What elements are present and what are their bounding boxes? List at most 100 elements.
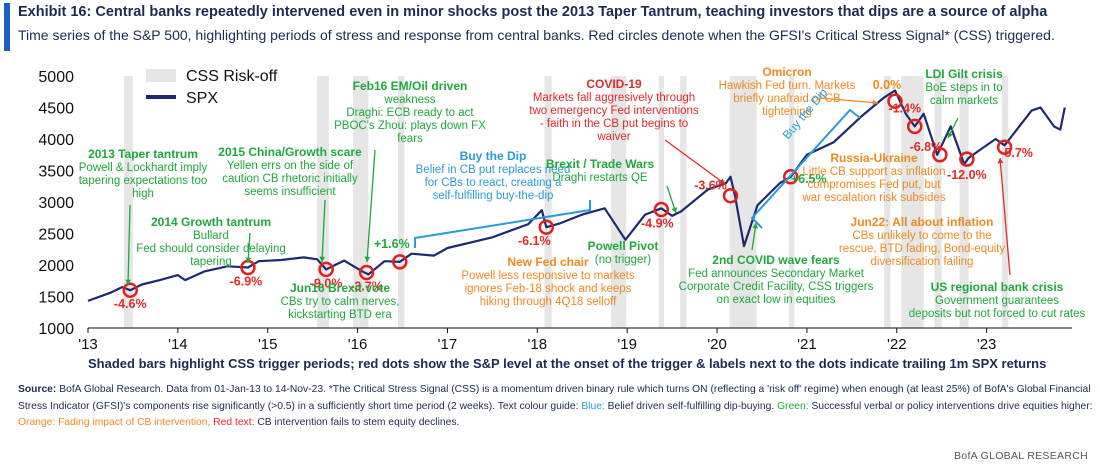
trigger-return-label: -3.7%	[350, 280, 383, 294]
annotation-text: self-fulfilling buy-the-dip	[433, 190, 554, 202]
annotation-text: compromises Fed put, but	[808, 179, 942, 191]
trigger-return-label: -6.1%	[518, 234, 551, 248]
annotation-text: for CBs to react, creating a	[425, 177, 562, 189]
annotation-text: tightening	[762, 106, 812, 118]
css-riskoff-bar	[901, 76, 924, 328]
x-tick-label: '14	[168, 336, 188, 353]
x-tick-label: '23	[977, 336, 997, 353]
spx-chart: 1000 1500 2000 2500 3000 3500 4000 4500 5000 '13 '…	[38, 65, 1086, 353]
annotation-text: Draghi restarts QE	[552, 172, 648, 184]
chart-title: Exhibit 16: Central banks repeatedly int…	[18, 4, 1048, 20]
trigger-return-label: -5.7%	[1000, 146, 1033, 160]
annotation-text: Little CB support as inflation	[802, 166, 945, 178]
annotation-arrow-head	[719, 178, 725, 184]
trigger-dot	[392, 254, 408, 270]
css-riskoff-bar	[1001, 76, 1009, 328]
trigger-dot	[906, 118, 923, 135]
annotation-title: 2014 Growth tantrum	[151, 215, 271, 229]
annotation-text: - faith in the CB put begins to	[540, 118, 688, 130]
orange-text: Fading impact of CB intervention,	[58, 417, 211, 428]
chart-legend: CSS Risk-off SPX	[146, 68, 278, 107]
y-tick-label: 4500	[38, 101, 74, 118]
annotation-title: Feb16 EM/Oil driven	[353, 79, 468, 93]
trigger-return-label: 0.0%	[873, 78, 902, 92]
trigger-return-label: -12.0%	[947, 168, 987, 182]
annotation-text: seems insufficient	[244, 186, 336, 198]
chart-axes: 1000 1500 2000 2500 3000 3500 4000 4500 5000 '13 '…	[38, 69, 1072, 353]
css-riskoff-bar	[959, 76, 969, 328]
annotation-text: Powell & Lockhardt imply	[79, 162, 208, 174]
buy-the-dip-bracket	[750, 108, 861, 229]
annotation-text: waiver	[596, 131, 630, 143]
trigger-dots: -4.6% -6.9% -9.0% -3.7% +1.6% -6.1% -4.9% -3.6%…	[114, 78, 1033, 311]
annotation-arrow-head	[947, 132, 953, 138]
buy-the-dip-bracket	[414, 200, 591, 248]
brand-logo-text: BofA GLOBAL RESEARCH	[954, 450, 1088, 462]
annotation-arrow-head	[671, 207, 678, 213]
annotation: Powell Pivot(no trigger)	[588, 239, 659, 266]
css-riskoff-bar	[788, 76, 795, 328]
x-tick-label: '21	[797, 336, 817, 353]
trigger-dot	[887, 93, 903, 109]
css-riskoff-bar	[398, 76, 405, 328]
annotation-text: high	[132, 188, 154, 200]
green-text: Successful verbal or policy intervention…	[811, 400, 1093, 412]
annotation-title: 2013 Taper tantrum	[88, 147, 198, 161]
annotation-text: (no trigger)	[595, 254, 651, 266]
x-tick-label: '17	[438, 336, 458, 353]
annotation-arrow-head	[125, 279, 132, 285]
annotation-text: BoE steps in to	[925, 82, 1002, 94]
annotation-title: Jun16 Brexit vote	[290, 281, 390, 295]
annotation-title: Russia-Ukraine	[830, 151, 918, 165]
trigger-return-label: +1.6%	[374, 237, 410, 251]
legend-swatch-css	[146, 69, 176, 82]
css-riskoff-bar	[317, 76, 329, 328]
annotation-text: Hawkish Fed turn. Markets	[719, 80, 856, 92]
annotation-text: caution CB rhetoric initially	[222, 173, 358, 185]
annotation-arrow	[999, 157, 1011, 276]
annotation-arrow	[664, 139, 726, 185]
trigger-dot	[932, 147, 948, 163]
chart-subtitle: Time series of the S&P 500, highlighting…	[18, 27, 1055, 43]
annotation-arrow-head	[997, 158, 1004, 164]
x-tick-label: '18	[528, 336, 548, 353]
annotation-text: CBs unlikely to come to the	[852, 230, 991, 242]
annotation-text: tapering expectations too	[79, 175, 208, 187]
red-desc: CB intervention fails to stem equity dec…	[257, 417, 460, 428]
trigger-return-label: -6.9%	[230, 275, 263, 289]
css-riskoff-bar	[934, 76, 942, 328]
annotation-text: fears	[397, 133, 423, 145]
annotation-title: US regional bank crisis	[931, 280, 1064, 294]
trigger-dot	[653, 201, 670, 218]
annotation-text: diversification failing	[871, 256, 974, 268]
annotation-arrow	[819, 97, 879, 104]
annotation-text: weakness	[383, 94, 435, 106]
annotation-text: Fed should consider delaying	[136, 243, 286, 255]
annotation-text: deposits but not forced to cut rates	[909, 308, 1086, 320]
annotation-text: war escalation risk subsides	[801, 192, 945, 204]
annotation-arrow	[366, 149, 376, 263]
legend-label-spx: SPX	[186, 90, 218, 107]
annotation-title: 2nd COVID wave fears	[712, 253, 840, 267]
y-tick-label: 4000	[38, 132, 74, 149]
css-riskoff-bars	[123, 76, 1009, 328]
annotation-text: calm markets	[930, 95, 999, 107]
annotation-text: Markets fall aggresively through	[533, 92, 695, 104]
annotation-text: Government guarantees	[935, 295, 1059, 307]
annotation-title: Jun22: All about inflation	[851, 215, 994, 229]
red-label: Red text:	[213, 417, 255, 428]
y-tick-label: 3000	[38, 195, 74, 212]
annotation-text: Draghi: ECB ready to act	[346, 107, 474, 119]
x-tick-label: '13	[78, 336, 98, 353]
annotation-arrow	[127, 204, 131, 286]
annotation-text: tapering	[190, 256, 232, 268]
annotation-arrow-head	[245, 257, 252, 263]
trigger-return-label: +6.5%	[791, 172, 827, 186]
